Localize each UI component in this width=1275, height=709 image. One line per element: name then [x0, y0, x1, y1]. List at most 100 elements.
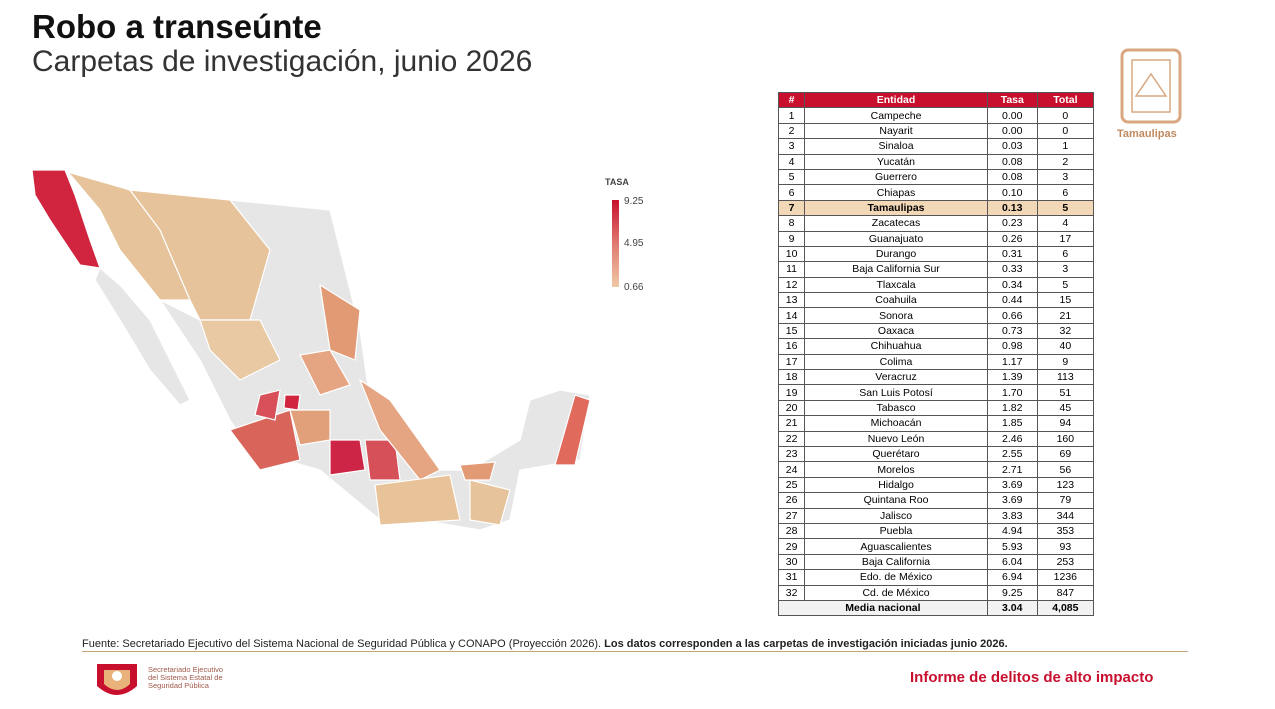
source: Fuente: Secretariado Ejecutivo del Siste…: [82, 638, 1008, 650]
table-cell: 0.13: [986, 199, 1038, 217]
source-bold: Los datos corresponden a las carpetas de…: [604, 638, 1005, 650]
table-cell: 20: [777, 399, 806, 417]
table-cell: Querétaro: [804, 445, 988, 463]
table-row: 5 Guerrero 0.08 3: [777, 168, 1095, 186]
table-row: 27 Jalisco 3.83 344: [777, 507, 1095, 524]
table-cell: Coahuila: [804, 292, 988, 309]
table-cell: Guanajuato: [804, 230, 988, 247]
table-cell: 8: [777, 215, 806, 232]
table-row: 23 Querétaro 2.55 69: [777, 445, 1095, 463]
table-cell: 10: [777, 245, 806, 263]
legend-title: TASA: [605, 177, 629, 187]
legend-label: 0.66: [624, 282, 644, 293]
table-cell: Veracruz: [804, 369, 988, 386]
divider: [82, 651, 1188, 652]
table-cell: 0.98: [986, 338, 1038, 355]
table-cell: Chihuahua: [804, 338, 988, 355]
table-row: 29 Aguascalientes 5.93 93: [777, 538, 1095, 555]
ranking-table: # Entidad Tasa Total 1 Campeche 0.00 0 2 Nayarit 0…: [777, 91, 1095, 617]
table-cell: Puebla: [804, 522, 988, 540]
table-cell: 6.94: [986, 569, 1038, 586]
table-cell: Tlaxcala: [804, 276, 988, 294]
table-cell: 15: [1036, 292, 1095, 309]
table-cell: 0: [1036, 122, 1095, 140]
table-cell: 13: [777, 292, 806, 309]
table-cell: 3.69: [986, 492, 1038, 509]
table-cell: 353: [1036, 522, 1095, 540]
table-row: 18 Veracruz 1.39 113: [777, 369, 1095, 386]
table-cell: Jalisco: [804, 507, 988, 524]
table-cell: 30: [777, 553, 806, 571]
table-cell: 1.17: [986, 353, 1038, 371]
table-cell: 19: [777, 384, 806, 401]
table-cell: 6: [777, 184, 806, 201]
table-row: 9 Guanajuato 0.26 17: [777, 230, 1095, 247]
table-cell: 847: [1036, 584, 1095, 601]
table-cell: Zacatecas: [804, 215, 988, 232]
table-cell: Aguascalientes: [804, 538, 988, 555]
table-row: 31 Edo. de México 6.94 1236: [777, 569, 1095, 586]
table-cell: San Luis Potosí: [804, 384, 988, 401]
table-row: 15 Oaxaca 0.73 32: [777, 322, 1095, 340]
table-cell: 344: [1036, 507, 1095, 524]
table-row: 25 Hidalgo 3.69 123: [777, 476, 1095, 494]
table-cell: Chiapas: [804, 184, 988, 201]
table-row: 8 Zacatecas 0.23 4: [777, 215, 1095, 232]
table-cell: 45: [1036, 399, 1095, 417]
table-cell: Durango: [804, 245, 988, 263]
table-cell: 1236: [1036, 569, 1095, 586]
map: TASA 9.25 4.95 0.66: [31, 169, 644, 531]
table-cell: 0.08: [986, 153, 1038, 170]
table-cell: 28: [777, 522, 806, 540]
table-row: 16 Chihuahua 0.98 40: [777, 338, 1095, 355]
table-cell: 25: [777, 476, 806, 494]
table-row: 6 Chiapas 0.10 6: [777, 184, 1095, 201]
table-cell: 5: [1036, 199, 1095, 217]
table-cell: 18: [777, 369, 806, 386]
table-cell: 3: [1036, 168, 1095, 186]
table-cell: 0.34: [986, 276, 1038, 294]
table-cell: Yucatán: [804, 153, 988, 170]
table-cell: 7: [777, 199, 806, 217]
table-row: 14 Sonora 0.66 21: [777, 307, 1095, 324]
table-row: 2 Nayarit 0.00 0: [777, 122, 1095, 140]
table-footer: Media nacional 3.04 4,085: [778, 599, 1095, 617]
table-cell: 0.00: [986, 122, 1038, 140]
table-cell: 9.25: [986, 584, 1038, 601]
table-cell: Colima: [804, 353, 988, 371]
table-row: 12 Tlaxcala 0.34 5: [777, 276, 1095, 294]
table-cell: 17: [777, 353, 806, 371]
table-cell: 1.70: [986, 384, 1038, 401]
state-logo: [1120, 48, 1182, 124]
table-cell: 4: [777, 153, 806, 170]
table-row: 13 Coahuila 0.44 15: [777, 292, 1095, 309]
table-cell: 5.93: [986, 538, 1038, 555]
table-cell: 12: [777, 276, 806, 294]
table-row: 22 Nuevo León 2.46 160: [777, 430, 1095, 447]
table-cell: Nuevo León: [804, 430, 988, 447]
table-cell: 4.94: [986, 522, 1038, 540]
table-cell: Baja California: [804, 553, 988, 571]
footer-cell: Media nacional: [778, 599, 988, 617]
table-cell: Quintana Roo: [804, 492, 988, 509]
table-cell: 69: [1036, 445, 1095, 463]
legend-label: 4.95: [624, 238, 644, 249]
table-cell: Hidalgo: [804, 476, 988, 494]
table-cell: 0.33: [986, 261, 1038, 278]
table-cell: Tamaulipas: [804, 199, 988, 217]
column-header: Total: [1036, 91, 1095, 109]
agency-name: Secretariado Ejecutivo del Sistema Estata…: [148, 666, 223, 690]
table-cell: 21: [1036, 307, 1095, 324]
table-row: 7 Tamaulipas 0.13 5: [777, 199, 1095, 217]
table-cell: 79: [1036, 492, 1095, 509]
table-cell: Edo. de México: [804, 569, 988, 586]
table-cell: Oaxaca: [804, 322, 988, 340]
column-header: Entidad: [804, 91, 988, 109]
legend-label: 9.25: [624, 196, 644, 207]
table-cell: 0: [1036, 107, 1095, 124]
table-cell: 2.46: [986, 430, 1038, 447]
table-cell: 160: [1036, 430, 1095, 447]
table-cell: Cd. de México: [804, 584, 988, 601]
table-row: 11 Baja California Sur 0.33 3: [777, 261, 1095, 278]
table-cell: 0.10: [986, 184, 1038, 201]
